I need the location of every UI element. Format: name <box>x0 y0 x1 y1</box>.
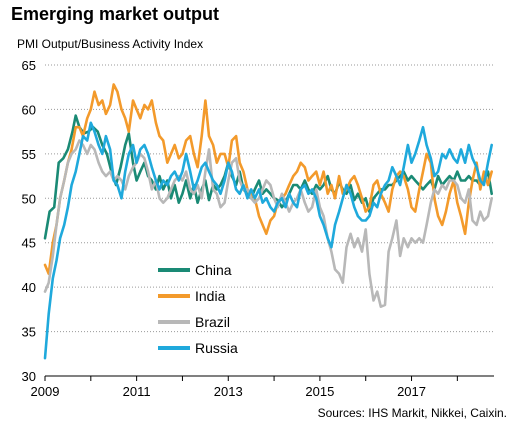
source-note: Sources: IHS Markit, Nikkei, Caixin. <box>317 406 507 420</box>
series-line-russia <box>43 121 493 360</box>
y-tick-label: 60 <box>22 102 36 117</box>
x-tick-label: 2011 <box>123 384 151 399</box>
series-lines <box>43 83 493 360</box>
x-tick-label: 2017 <box>397 384 426 399</box>
legend: China India Brazil Russia <box>158 262 238 356</box>
series-line-india <box>43 83 493 276</box>
x-axis: 2009 2011 2013 2015 2017 <box>31 375 494 399</box>
chart-title: Emerging market output <box>11 4 220 24</box>
x-tick-label: 2015 <box>305 384 334 399</box>
y-tick-label: 30 <box>22 369 36 384</box>
y-tick-label: 45 <box>22 236 36 251</box>
legend-label-china: China <box>195 262 232 278</box>
gridlines <box>45 64 494 333</box>
y-axis: 30 35 40 45 50 55 60 65 <box>22 58 36 384</box>
legend-label-brazil: Brazil <box>195 314 230 330</box>
legend-label-russia: Russia <box>195 340 238 356</box>
series-line-brazil <box>43 139 493 308</box>
y-tick-label: 50 <box>22 191 36 206</box>
y-tick-label: 55 <box>22 147 36 162</box>
y-tick-label: 35 <box>22 325 36 340</box>
y-tick-label: 40 <box>22 280 36 295</box>
y-tick-label: 65 <box>22 58 36 73</box>
chart-subtitle: PMI Output/Business Activity Index <box>17 37 204 51</box>
x-tick-label: 2009 <box>31 384 60 399</box>
x-tick-label: 2013 <box>214 384 243 399</box>
legend-label-india: India <box>195 288 226 304</box>
